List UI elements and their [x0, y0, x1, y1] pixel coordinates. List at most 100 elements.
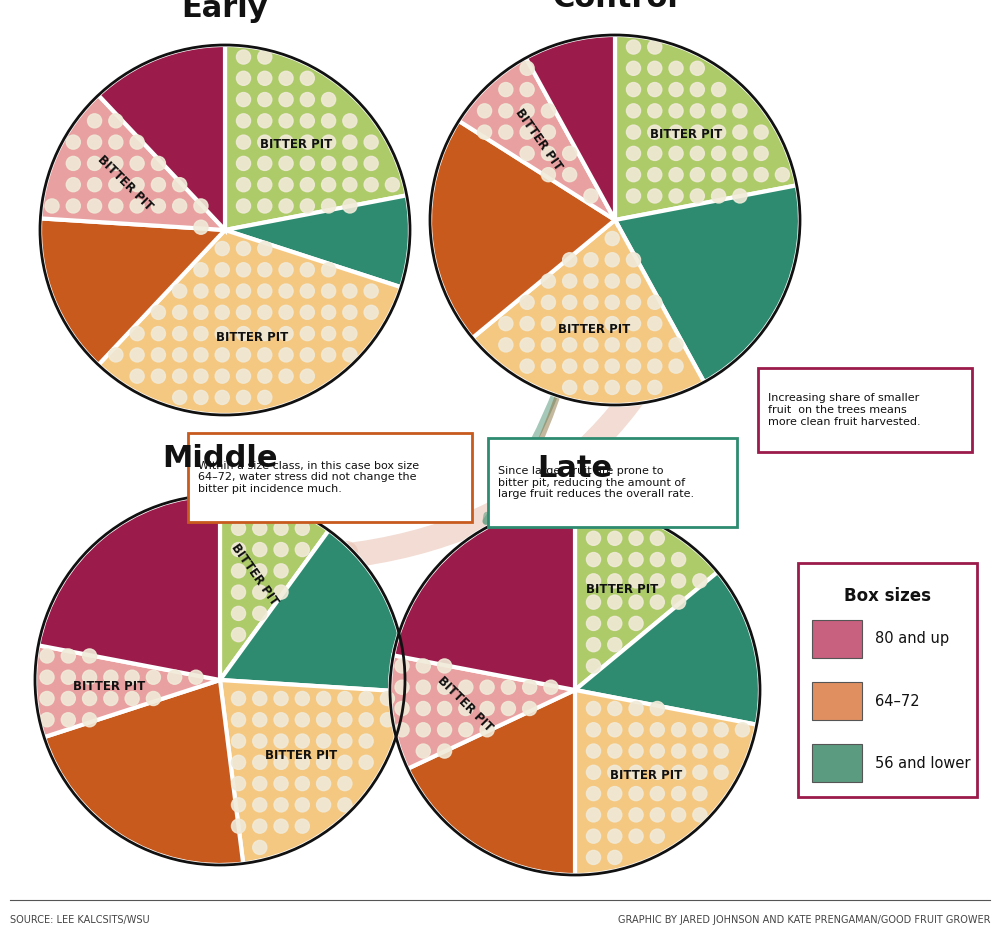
Circle shape — [83, 691, 97, 705]
Circle shape — [626, 295, 641, 309]
Circle shape — [343, 135, 357, 149]
Circle shape — [253, 819, 267, 833]
Circle shape — [712, 146, 726, 161]
Circle shape — [215, 284, 229, 298]
Circle shape — [231, 755, 246, 769]
Circle shape — [258, 347, 272, 362]
Circle shape — [109, 114, 123, 128]
Circle shape — [650, 787, 664, 801]
Circle shape — [338, 691, 352, 705]
Circle shape — [690, 189, 704, 203]
Text: BITTER PIT: BITTER PIT — [260, 138, 332, 151]
Circle shape — [690, 104, 704, 118]
Circle shape — [626, 125, 641, 139]
Text: 56 and lower: 56 and lower — [875, 756, 970, 771]
Circle shape — [343, 199, 357, 213]
Circle shape — [66, 135, 80, 149]
Circle shape — [586, 510, 601, 524]
Circle shape — [231, 543, 246, 557]
Circle shape — [629, 808, 643, 822]
Circle shape — [359, 755, 373, 769]
Circle shape — [317, 691, 331, 705]
Circle shape — [586, 829, 601, 843]
Circle shape — [669, 189, 683, 203]
Circle shape — [648, 380, 662, 394]
Circle shape — [608, 638, 622, 652]
Circle shape — [672, 574, 686, 588]
Circle shape — [584, 380, 598, 394]
Circle shape — [459, 723, 473, 737]
Circle shape — [584, 189, 598, 203]
Circle shape — [693, 765, 707, 779]
Circle shape — [151, 177, 165, 192]
Circle shape — [626, 380, 641, 394]
Circle shape — [253, 563, 267, 577]
Circle shape — [438, 659, 452, 673]
Circle shape — [231, 607, 246, 621]
Wedge shape — [575, 572, 760, 725]
Circle shape — [300, 199, 314, 213]
Circle shape — [733, 146, 747, 161]
Circle shape — [608, 510, 622, 524]
Text: 80 and up: 80 and up — [875, 632, 949, 646]
Circle shape — [322, 284, 336, 298]
Circle shape — [395, 659, 409, 673]
Circle shape — [338, 734, 352, 748]
Circle shape — [563, 295, 577, 309]
Circle shape — [258, 50, 272, 64]
Circle shape — [231, 819, 246, 833]
Circle shape — [586, 765, 601, 779]
Circle shape — [322, 157, 336, 171]
Circle shape — [279, 305, 293, 319]
Circle shape — [300, 284, 314, 298]
Circle shape — [586, 552, 601, 566]
Circle shape — [258, 327, 272, 341]
Circle shape — [88, 199, 102, 213]
Circle shape — [584, 338, 598, 352]
Text: BITTER PIT: BITTER PIT — [94, 153, 155, 213]
Circle shape — [438, 701, 452, 716]
Circle shape — [733, 189, 747, 203]
Circle shape — [629, 701, 643, 716]
Circle shape — [274, 691, 288, 705]
Circle shape — [173, 391, 187, 405]
Circle shape — [629, 829, 643, 843]
Circle shape — [300, 135, 314, 149]
Circle shape — [523, 701, 537, 716]
Circle shape — [173, 199, 187, 213]
Circle shape — [173, 284, 187, 298]
Circle shape — [629, 616, 643, 630]
Circle shape — [253, 777, 267, 791]
Circle shape — [648, 168, 662, 182]
Circle shape — [693, 744, 707, 758]
Text: Middle: Middle — [162, 444, 278, 473]
Circle shape — [459, 680, 473, 694]
Text: BITTER PIT: BITTER PIT — [513, 106, 565, 173]
Circle shape — [258, 93, 272, 107]
Circle shape — [586, 531, 601, 546]
Circle shape — [236, 71, 251, 85]
Circle shape — [253, 543, 267, 557]
Circle shape — [693, 574, 707, 588]
Circle shape — [416, 701, 430, 716]
Circle shape — [236, 93, 251, 107]
Circle shape — [541, 338, 555, 352]
Circle shape — [194, 305, 208, 319]
Circle shape — [194, 391, 208, 405]
Circle shape — [322, 263, 336, 277]
Circle shape — [343, 347, 357, 362]
Circle shape — [66, 199, 80, 213]
Circle shape — [317, 713, 331, 727]
Circle shape — [236, 284, 251, 298]
Circle shape — [520, 338, 534, 352]
Circle shape — [501, 701, 515, 716]
Circle shape — [231, 691, 246, 705]
Circle shape — [279, 263, 293, 277]
Circle shape — [274, 734, 288, 748]
Wedge shape — [40, 95, 225, 230]
Circle shape — [343, 177, 357, 192]
Circle shape — [300, 263, 314, 277]
Circle shape — [258, 391, 272, 405]
Circle shape — [629, 552, 643, 566]
Circle shape — [109, 135, 123, 149]
